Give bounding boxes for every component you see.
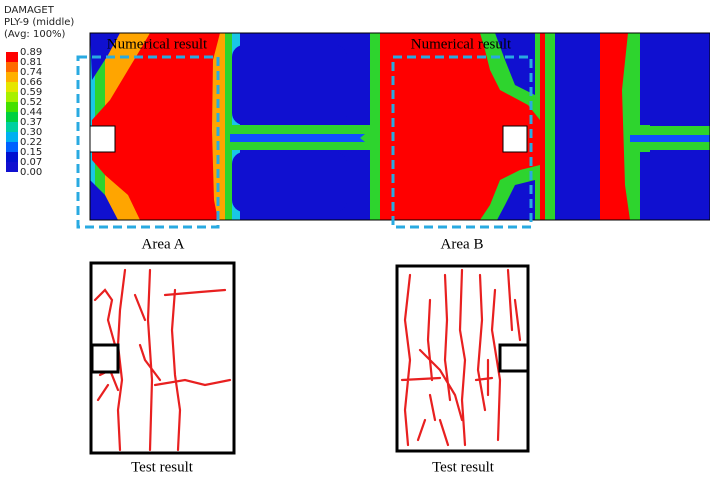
legend-swatch bbox=[6, 162, 18, 172]
legend-swatch bbox=[6, 112, 18, 122]
legend-label: 0.00 bbox=[20, 167, 42, 178]
hole bbox=[503, 126, 527, 152]
numerical-label: Numerical result bbox=[107, 36, 208, 52]
legend-title: DAMAGET bbox=[4, 5, 55, 16]
legend: DAMAGET PLY-9 (middle) (Avg: 100%) 0.890… bbox=[4, 5, 74, 178]
legend-swatch bbox=[6, 72, 18, 82]
hole bbox=[90, 126, 115, 152]
test-label: Test result bbox=[131, 459, 194, 475]
legend-swatches: 0.890.810.740.660.590.520.440.370.300.22… bbox=[6, 47, 42, 178]
band bbox=[230, 134, 365, 142]
test-b bbox=[397, 266, 528, 451]
hole bbox=[500, 345, 528, 371]
legend-subtitle: PLY-9 (middle) bbox=[4, 17, 74, 28]
band bbox=[232, 45, 347, 125]
legend-swatch bbox=[6, 82, 18, 92]
legend-note: (Avg: 100%) bbox=[4, 29, 66, 40]
legend-swatch bbox=[6, 132, 18, 142]
test-a bbox=[91, 263, 234, 453]
legend-swatch bbox=[6, 142, 18, 152]
legend-swatch bbox=[6, 52, 18, 62]
figure: DAMAGET PLY-9 (middle) (Avg: 100%) 0.890… bbox=[0, 0, 710, 479]
legend-swatch bbox=[6, 92, 18, 102]
numerical-label: Numerical result bbox=[411, 36, 512, 52]
band bbox=[232, 152, 347, 212]
band bbox=[630, 135, 710, 142]
hole bbox=[92, 345, 118, 372]
legend-swatch bbox=[6, 122, 18, 132]
area-label: Area B bbox=[441, 236, 484, 252]
legend-swatch bbox=[6, 152, 18, 162]
test-label: Test result bbox=[432, 459, 495, 475]
legend-swatch bbox=[6, 62, 18, 72]
area-label: Area A bbox=[142, 236, 185, 252]
legend-swatch bbox=[6, 102, 18, 112]
contour-plot bbox=[78, 33, 710, 227]
